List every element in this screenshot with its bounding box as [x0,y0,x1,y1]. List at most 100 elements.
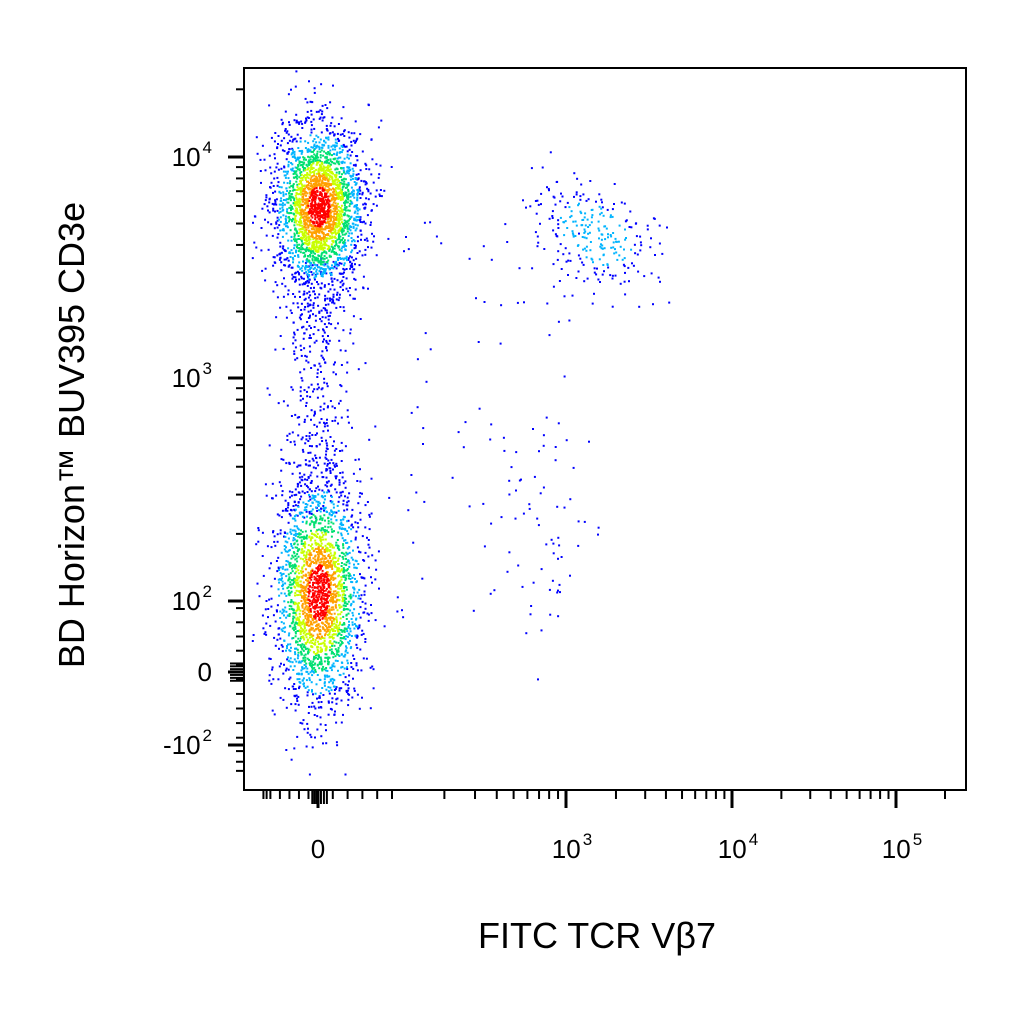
event-dot [272,264,275,267]
event-dot [284,532,287,534]
event-dot [286,182,289,185]
event-dot [353,217,356,220]
event-dot [573,172,576,175]
event-dot [302,589,305,592]
event-dot [325,156,328,159]
event-dot [307,476,310,479]
event-dot [317,156,319,159]
event-dot [318,536,321,539]
event-dot [326,660,329,663]
event-dot [559,591,561,594]
event-dot [309,134,312,137]
event-dot [331,420,334,422]
event-dot [288,565,291,568]
event-dot [329,297,331,300]
event-dot [304,167,306,170]
event-dot [312,238,315,241]
event-dot [309,268,311,271]
event-dot [307,616,310,618]
event-dot [337,162,340,165]
event-dot [327,633,329,636]
event-dot [337,220,340,223]
event-dot [288,649,291,652]
event-dot [623,257,626,260]
event-dot [282,610,285,613]
event-dot [283,545,286,547]
event-dot [327,522,330,525]
event-dot [268,154,271,157]
event-dot [296,700,299,702]
event-dot [293,188,296,191]
event-dot [303,550,306,553]
event-dot [305,119,308,122]
event-dot [311,536,314,539]
event-dot [601,247,604,250]
event-dot [283,277,285,280]
event-dot [342,237,345,240]
event-dot [296,543,299,546]
event-dot [276,176,279,179]
event-dot [300,309,303,311]
event-dot [301,576,304,579]
event-dot [280,269,283,272]
event-dot [265,622,268,625]
event-dot [330,122,333,125]
event-dot [354,263,356,266]
event-dot [287,634,290,637]
event-dot [321,244,324,247]
event-dot [295,239,297,242]
event-dot [304,248,307,251]
event-dot [323,402,326,405]
event-dot [547,187,550,190]
event-dot [585,249,588,252]
event-dot [529,613,532,616]
event-dot [333,449,336,452]
event-dot [299,533,302,536]
event-dot [286,647,288,650]
event-dot [298,278,301,281]
event-dot [273,636,276,639]
event-dot [344,445,347,448]
event-dot [316,697,318,700]
event-dot [310,681,313,684]
event-dot [266,387,269,390]
event-dot [318,535,321,538]
event-dot [305,537,308,540]
event-dot [581,261,584,264]
event-dot [264,169,267,172]
event-dot [342,276,345,278]
event-dot [311,664,314,666]
event-dot [348,551,351,554]
event-dot [354,164,357,167]
event-dot [290,590,293,593]
event-dot [370,477,373,480]
event-dot [343,622,346,624]
event-dot [286,509,289,512]
event-dot [278,211,281,214]
event-dot [352,226,355,229]
event-dot [338,604,341,606]
event-dot [330,628,333,630]
event-dot [309,100,312,103]
event-dot [277,566,280,569]
event-dot [311,258,314,261]
event-dot [292,276,295,278]
event-dot [318,656,321,659]
event-dot [300,120,303,123]
event-dot [340,117,343,120]
event-dot [327,628,330,631]
event-dot [367,246,369,249]
event-dot [284,606,287,609]
event-dot [331,697,334,700]
event-dot [288,578,291,580]
event-dot [324,422,327,425]
event-dot [517,564,520,567]
event-dot [337,213,340,215]
event-dot [337,624,340,627]
event-dot [339,621,341,624]
event-dot [263,632,266,635]
event-dot [370,246,373,249]
event-dot [306,273,309,276]
event-dot [316,178,319,181]
event-dot [314,515,317,518]
